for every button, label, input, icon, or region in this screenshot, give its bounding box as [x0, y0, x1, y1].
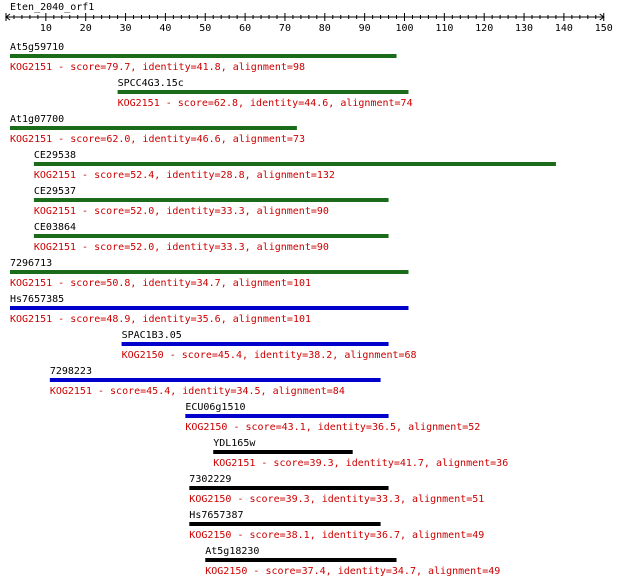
- ruler-tick-label: 100: [395, 23, 413, 34]
- hit-row[interactable]: At5g59710 KOG2151 - score=79.7, identity=…: [9, 42, 397, 73]
- hit-name: YDL165w: [213, 438, 256, 449]
- hit-name: 7302229: [189, 474, 231, 485]
- hit-stats: KOG2150 - score=38.1, identity=36.7, ali…: [189, 530, 484, 541]
- hit-stats: KOG2151 - score=45.4, identity=34.5, ali…: [50, 386, 345, 397]
- alignment-bar[interactable]: [33, 198, 389, 202]
- hit-row[interactable]: CE29538 KOG2151 - score=52.4, identity=28…: [33, 150, 556, 181]
- ruler-tick-label: 30: [120, 23, 132, 34]
- hit-name: SPCC4G3.15c: [118, 78, 184, 89]
- hit-row[interactable]: 7296713 KOG2151 - score=50.8, identity=34…: [9, 258, 409, 289]
- hit-name: CE29538: [34, 150, 76, 161]
- alignment-bar[interactable]: [33, 162, 556, 166]
- query-title: Eten_2040_orf1: [10, 2, 94, 13]
- hit-stats: KOG2151 - score=48.9, identity=35.6, ali…: [10, 314, 311, 325]
- hit-name: SPAC1B3.05: [122, 330, 182, 341]
- ruler-tick-label: 120: [475, 23, 493, 34]
- hit-stats: KOG2151 - score=52.4, identity=28.8, ali…: [34, 170, 335, 181]
- ruler-tick-label: 80: [319, 23, 331, 34]
- alignment-bar[interactable]: [49, 378, 381, 382]
- hit-stats: KOG2150 - score=37.4, identity=34.7, ali…: [205, 566, 500, 577]
- hit-stats: KOG2151 - score=50.8, identity=34.7, ali…: [10, 278, 311, 289]
- ruler-tick-label: 150: [595, 23, 613, 34]
- alignment-bar[interactable]: [185, 414, 389, 418]
- alignment-bar[interactable]: [9, 270, 409, 274]
- alignment-bar[interactable]: [9, 306, 409, 310]
- hit-stats: KOG2151 - score=52.0, identity=33.3, ali…: [34, 206, 329, 217]
- hit-stats: KOG2150 - score=45.4, identity=38.2, ali…: [122, 350, 417, 361]
- hit-row[interactable]: At1g07700 KOG2151 - score=62.0, identity=…: [9, 114, 305, 145]
- ruler-tick-label: 110: [435, 23, 453, 34]
- hit-row[interactable]: 7302229 KOG2150 - score=39.3, identity=33…: [189, 474, 484, 505]
- alignment-bar[interactable]: [9, 54, 397, 58]
- ruler-tick-label: 50: [199, 23, 211, 34]
- alignment-bar[interactable]: [213, 450, 353, 454]
- alignment-bar[interactable]: [117, 90, 409, 94]
- hit-row[interactable]: YDL165w KOG2151 - score=39.3, identity=41…: [213, 438, 508, 469]
- hit-row[interactable]: SPAC1B3.05 KOG2150 - score=45.4, identity…: [121, 330, 417, 361]
- position-ruler: 10 20 30 40 50 60 70 80 90 100 110 120 130 140 150: [5, 13, 613, 34]
- hit-name: CE29537: [34, 186, 76, 197]
- alignment-bar[interactable]: [205, 558, 397, 562]
- hit-row[interactable]: Hs7657385 KOG2151 - score=48.9, identity=…: [9, 294, 409, 325]
- hit-row[interactable]: CE29537 KOG2151 - score=52.0, identity=33…: [33, 186, 389, 217]
- hit-stats: KOG2151 - score=52.0, identity=33.3, ali…: [34, 242, 329, 253]
- hit-row[interactable]: CE03864 KOG2151 - score=52.0, identity=33…: [33, 222, 389, 253]
- hit-name: CE03864: [34, 222, 76, 233]
- alignment-bar[interactable]: [189, 486, 389, 490]
- ruler-tick-label: 140: [555, 23, 573, 34]
- hit-stats: KOG2151 - score=79.7, identity=41.8, ali…: [10, 62, 305, 73]
- hit-row[interactable]: ECU06g1510 KOG2150 - score=43.1, identity…: [185, 402, 480, 433]
- ruler-tick-label: 40: [159, 23, 171, 34]
- hit-name: Hs7657385: [10, 294, 64, 305]
- hit-row[interactable]: At5g18230 KOG2150 - score=37.4, identity=…: [205, 546, 500, 577]
- hit-stats: KOG2151 - score=62.8, identity=44.6, ali…: [118, 98, 413, 109]
- hit-row[interactable]: Hs7657387 KOG2150 - score=38.1, identity=…: [189, 510, 484, 541]
- hit-stats: KOG2151 - score=39.3, identity=41.7, ali…: [213, 458, 508, 469]
- ruler-tick-label: 20: [80, 23, 92, 34]
- alignment-bar[interactable]: [33, 234, 389, 238]
- ruler-tick-label: 10: [40, 23, 52, 34]
- ruler-tick-label: 130: [515, 23, 533, 34]
- hit-list: At5g59710 KOG2151 - score=79.7, identity=…: [9, 42, 556, 577]
- ruler-tick-label: 70: [279, 23, 291, 34]
- ruler-tick-label: 90: [359, 23, 371, 34]
- hit-name: ECU06g1510: [185, 402, 245, 413]
- hit-name: At5g59710: [10, 42, 64, 53]
- hit-name: 7298223: [50, 366, 92, 377]
- hit-name: Hs7657387: [189, 510, 243, 521]
- hit-stats: KOG2150 - score=39.3, identity=33.3, ali…: [189, 494, 484, 505]
- ruler-tick-label: 60: [239, 23, 251, 34]
- alignment-bar[interactable]: [9, 126, 297, 130]
- hit-row[interactable]: 7298223 KOG2151 - score=45.4, identity=34…: [49, 366, 381, 397]
- hit-name: At1g07700: [10, 114, 64, 125]
- hit-stats: KOG2150 - score=43.1, identity=36.5, ali…: [185, 422, 480, 433]
- hit-name: At5g18230: [205, 546, 259, 557]
- hit-stats: KOG2151 - score=62.0, identity=46.6, ali…: [10, 134, 305, 145]
- hit-row[interactable]: SPCC4G3.15c KOG2151 - score=62.8, identit…: [117, 78, 413, 109]
- alignment-bar[interactable]: [189, 522, 381, 526]
- hit-name: 7296713: [10, 258, 52, 269]
- alignment-bar[interactable]: [121, 342, 389, 346]
